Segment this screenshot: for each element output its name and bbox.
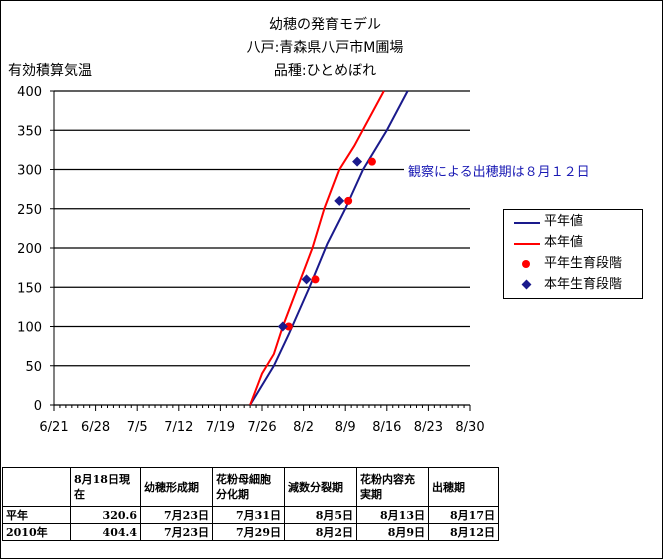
y-tick-label: 400 — [17, 85, 42, 100]
legend-line-icon — [514, 222, 540, 224]
table-cell: 8月13日 — [356, 506, 429, 524]
x-tick-label: 8/16 — [372, 420, 401, 435]
legend: 平年値 本年値 平年生育段階 本年生育段階 — [503, 209, 643, 299]
this-year-stage-point — [277, 321, 288, 332]
legend-label: 本年生育段階 — [544, 277, 623, 292]
x-tick-label: 8/9 — [335, 420, 356, 435]
table-header-cell — [2, 467, 71, 507]
table-cell: 8月12日 — [428, 523, 499, 541]
y-tick-label: 300 — [17, 164, 42, 179]
y-tick-label: 0 — [34, 399, 42, 414]
legend-label: 本年値 — [544, 235, 584, 250]
chart-title-line2: 八戸:青森県八戸市M圃場 — [246, 40, 404, 56]
table-cell: 7月31日 — [212, 506, 285, 524]
legend-item-this-year-stage: 本年生育段階 — [508, 276, 640, 294]
chart-plot: 0 50 100 150 200 250 300 350 400 6/21 6/28 7/5 7/12 7… — [17, 85, 484, 435]
this-year-stage-point — [301, 274, 312, 285]
table-header-row: 8月18日現在 幼穂形成期 花粉母細胞分化期 減数分裂期 花粉内容充実期 出穂期 — [2, 467, 499, 507]
y-tick-label: 350 — [17, 124, 42, 139]
table-header-cell: 花粉母細胞分化期 — [212, 467, 285, 507]
table-cell: 404.4 — [70, 523, 141, 541]
table-cell: 320.6 — [70, 506, 141, 524]
x-tick-label: 7/5 — [127, 420, 148, 435]
diamond-marker-icon — [521, 279, 532, 290]
x-tick-label: 7/19 — [206, 420, 235, 435]
legend-line-icon — [514, 243, 540, 245]
table-cell: 7月23日 — [140, 506, 213, 524]
x-tick-label: 7/12 — [164, 420, 193, 435]
chart-title-line1: 幼穂の発育モデル — [269, 17, 381, 33]
table-cell: 8月2日 — [284, 523, 357, 541]
legend-item-normal-stage: 平年生育段階 — [508, 255, 640, 273]
legend-item-this-year-line: 本年値 — [508, 234, 640, 252]
y-tick-label: 100 — [17, 321, 42, 336]
table-header-cell: 出穂期 — [428, 467, 499, 507]
y-tick-label: 250 — [17, 203, 42, 218]
circle-marker-icon — [522, 260, 530, 268]
this-year-stage-point — [334, 195, 345, 206]
heading-date-annotation: 観察による出穂期は８月１２日 — [404, 160, 594, 181]
x-tick-label: 6/21 — [39, 420, 68, 435]
legend-item-normal-line: 平年値 — [508, 213, 640, 231]
table-header-cell: 花粉内容充実期 — [356, 467, 429, 507]
legend-label: 平年生育段階 — [544, 256, 623, 271]
x-tick-label: 8/23 — [414, 420, 443, 435]
normal-stage-point — [344, 196, 353, 205]
table-header-cell: 減数分裂期 — [284, 467, 357, 507]
this-year-stage-point — [352, 156, 363, 167]
table-header-cell: 幼穂形成期 — [140, 467, 213, 507]
x-tick-label: 6/28 — [81, 420, 110, 435]
x-tick-label: 8/30 — [455, 420, 484, 435]
normal-stage-point — [311, 275, 320, 284]
table-cell: 平年 — [2, 506, 71, 524]
y-tick-label: 200 — [17, 242, 42, 257]
y-tick-label: 150 — [17, 281, 42, 296]
y-tick-label: 50 — [25, 360, 42, 375]
normal-year-line — [249, 90, 409, 406]
normal-stage-point — [367, 157, 376, 166]
table-cell: 2010年 — [2, 523, 71, 541]
x-tick-label: 8/2 — [293, 420, 314, 435]
this-year-line — [249, 90, 385, 406]
table-row: 平年 320.6 7月23日 7月31日 8月5日 8月13日 8月17日 — [2, 506, 499, 524]
legend-label: 平年値 — [544, 214, 584, 229]
growth-stage-table: 8月18日現在 幼穂形成期 花粉母細胞分化期 減数分裂期 花粉内容充実期 出穂期… — [2, 467, 499, 541]
table-cell: 7月23日 — [140, 523, 213, 541]
table-row: 2010年 404.4 7月23日 7月29日 8月2日 8月9日 8月12日 — [2, 523, 499, 541]
normal-stage-point — [284, 322, 293, 331]
table-cell: 8月9日 — [356, 523, 429, 541]
y-axis-label: 有効積算気温 — [8, 63, 92, 79]
chart-title-line3: 品種:ひとめぼれ — [273, 63, 377, 79]
x-tick-label: 7/26 — [247, 420, 276, 435]
table-cell: 8月5日 — [284, 506, 357, 524]
table-header-cell: 8月18日現在 — [70, 467, 141, 507]
table-cell: 8月17日 — [428, 506, 499, 524]
table-cell: 7月29日 — [212, 523, 285, 541]
